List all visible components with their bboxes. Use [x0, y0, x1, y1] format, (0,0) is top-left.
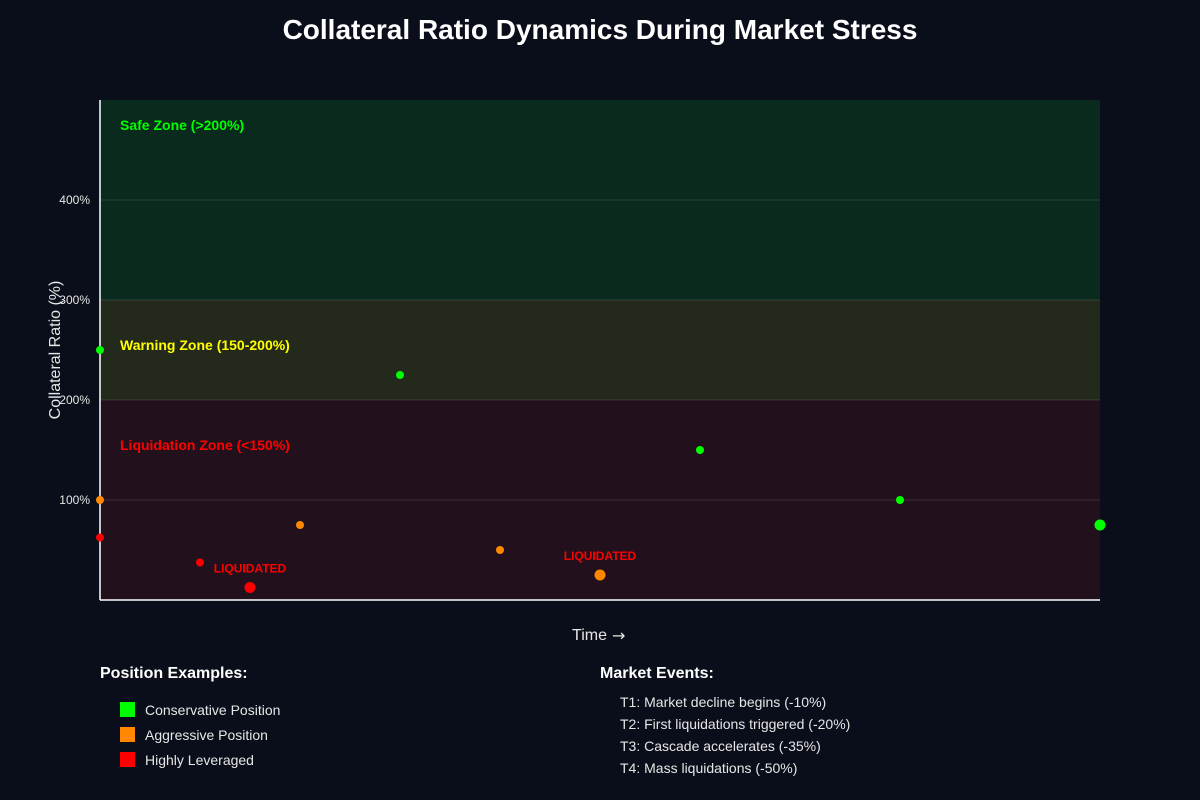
point-conservative-position-4	[1094, 519, 1106, 531]
legend: Position Examples: Conservative Position…	[100, 665, 280, 772]
zones-layer	[100, 100, 1100, 600]
legend-item-conservative: Conservative Position	[120, 697, 280, 722]
zone-liquidation	[100, 400, 1100, 600]
legend-label-aggressive: Aggressive Position	[145, 726, 268, 743]
point-conservative-position-2	[696, 446, 704, 454]
y-tick-label-400: 400%	[59, 193, 90, 207]
x-axis-arrow: →	[612, 626, 625, 645]
y-tick-label-100: 100%	[59, 493, 90, 507]
legend-label-conservative: Conservative Position	[145, 701, 281, 718]
legend-item-leveraged: Highly Leveraged	[120, 747, 280, 772]
point-highly-leveraged-1	[196, 558, 204, 567]
legend-swatch-conservative	[120, 702, 135, 717]
legend-title: Position Examples:	[100, 665, 248, 682]
zone-label-liquidation: Liquidation Zone (<150%)	[120, 437, 290, 453]
y-tick-label-200: 200%	[59, 393, 90, 407]
point-conservative-position-1	[396, 371, 404, 379]
legend-item-aggressive: Aggressive Position	[120, 722, 280, 747]
liquidated-label-aggressive-position: LIQUIDATED	[564, 549, 637, 563]
legend-swatch-aggressive	[120, 727, 135, 742]
points-layer	[96, 346, 1106, 593]
point-aggressive-position-1	[296, 521, 304, 529]
labels-layer: Safe Zone (>200%) Warning Zone (150-200%)…	[47, 117, 637, 645]
events-title: Market Events:	[600, 665, 714, 682]
x-axis-label: Time	[572, 627, 607, 644]
event-item-t1: T1: Market decline begins (-10%)	[620, 694, 827, 710]
market-events: Market Events: T1: Market decline begins…	[600, 665, 850, 779]
legend-swatch-leveraged	[120, 752, 135, 767]
y-axis-label: Collateral Ratio (%)	[47, 281, 64, 420]
point-highly-leveraged-0	[96, 533, 104, 542]
event-item-t2: T2: First liquidations triggered (-20%)	[620, 716, 851, 732]
event-item-t4: T4: Mass liquidations (-50%)	[620, 760, 798, 776]
point-conservative-position-0	[96, 346, 104, 354]
grid-layer	[100, 199, 1100, 501]
legend-label-leveraged: Highly Leveraged	[145, 751, 254, 768]
y-tick-label-300: 300%	[59, 293, 90, 307]
zone-label-warning: Warning Zone (150-200%)	[120, 337, 290, 353]
zone-warning	[100, 300, 1100, 400]
point-aggressive-position-3	[594, 569, 606, 581]
point-conservative-position-3	[896, 496, 904, 504]
point-highly-leveraged-2	[244, 582, 256, 593]
zone-safe	[100, 100, 1100, 300]
point-aggressive-position-0	[96, 496, 104, 504]
point-aggressive-position-2	[496, 546, 504, 554]
liquidated-label-highly-leveraged: LIQUIDATED	[214, 562, 287, 576]
zone-label-safe: Safe Zone (>200%)	[120, 117, 244, 133]
event-item-t3: T3: Cascade accelerates (-35%)	[620, 738, 821, 754]
chart-title: Collateral Ratio Dynamics During Market …	[282, 14, 918, 45]
